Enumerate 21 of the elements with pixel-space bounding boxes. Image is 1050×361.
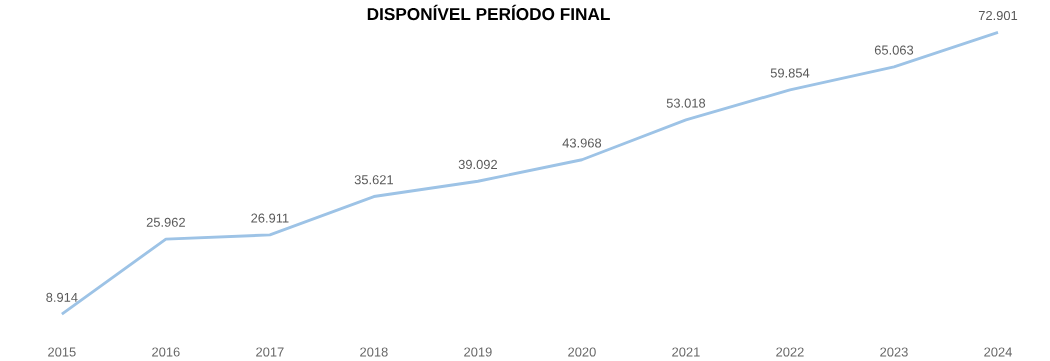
data-label: 53.018: [666, 98, 706, 108]
data-label: 26.911: [251, 213, 289, 223]
chart-title: DISPONÍVEL PERÍODO FINAL: [367, 4, 610, 21]
x-tick-label: 2023: [880, 347, 908, 357]
x-tick-label: 2020: [568, 347, 596, 357]
data-label: 65.063: [874, 45, 914, 55]
x-tick-label: 2018: [360, 347, 388, 357]
x-tick-label: 2019: [464, 347, 492, 357]
x-tick-label: 2022: [776, 347, 804, 357]
data-label: 25.962: [146, 217, 185, 227]
data-label: 8.914: [46, 292, 78, 302]
data-label: 59.854: [770, 68, 810, 78]
x-tick-label: 2021: [672, 347, 700, 357]
x-tick-label: 2017: [256, 347, 284, 357]
x-tick-label: 2016: [152, 347, 180, 357]
data-label: 43.968: [562, 138, 602, 148]
data-label: 72.901: [978, 10, 1018, 20]
data-label: 39.092: [458, 159, 497, 169]
x-tick-label: 2024: [984, 347, 1012, 357]
data-label: 35.621: [354, 175, 393, 185]
x-tick-label: 2015: [48, 347, 76, 357]
